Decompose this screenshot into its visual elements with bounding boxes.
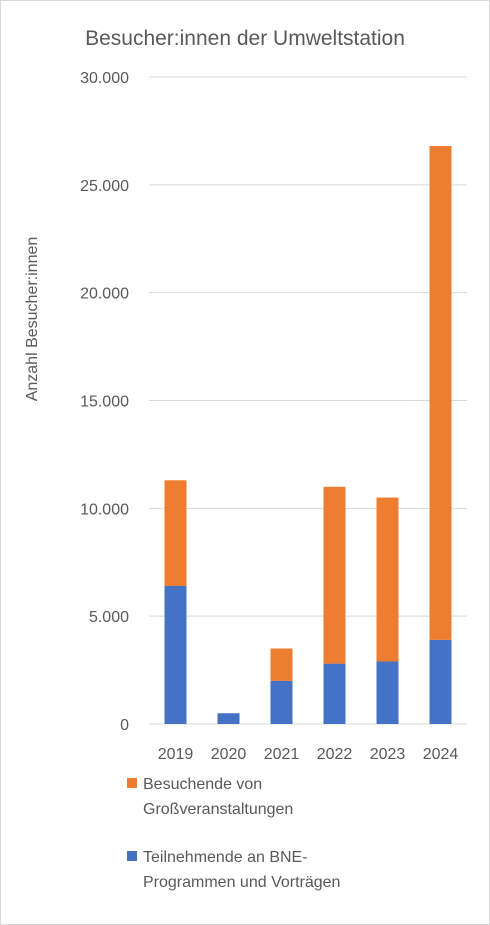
bar-bne-2020: [217, 713, 240, 724]
bar-bne-2024: [429, 639, 452, 724]
x-axis-ticks: 2019 2020 2021 2022 2023 2024: [158, 746, 459, 763]
gridlines: [149, 76, 467, 725]
legend-label-line: Programmen und Vorträgen: [143, 874, 340, 891]
bar-bne-2023: [376, 661, 399, 724]
bar-grossveranstaltungen-2023: [376, 497, 399, 662]
x-tick-label: 2022: [317, 746, 353, 763]
bar-bne-2022: [323, 663, 346, 724]
x-tick-label: 2021: [264, 746, 300, 763]
legend-swatch-grossveranstaltungen: [127, 778, 137, 788]
bar-grossveranstaltungen-2022: [323, 486, 346, 664]
y-tick-label: 30.000: [80, 70, 129, 87]
legend: Besuchende von Großveranstaltungen Teilneh…: [127, 776, 340, 891]
bar-grossveranstaltungen-2024: [429, 146, 452, 640]
bar-bne-2019: [164, 585, 187, 724]
bar-grossveranstaltungen-2021: [270, 648, 293, 681]
y-tick-label: 0: [120, 717, 129, 734]
legend-swatch-bne: [127, 851, 137, 861]
y-tick-label: 20.000: [80, 286, 129, 303]
legend-label-line: Besuchende von: [143, 776, 262, 793]
y-axis-ticks: 0 5.000 10.000 15.000 20.000 25.000 30.000: [80, 70, 129, 734]
x-tick-label: 2023: [370, 746, 406, 763]
x-tick-label: 2019: [158, 746, 194, 763]
legend-label-line: Großveranstaltungen: [143, 801, 293, 818]
chart-title: Besucher:innen der Umweltstation: [85, 27, 405, 50]
bars: [164, 146, 452, 724]
y-tick-label: 25.000: [80, 178, 129, 195]
y-tick-label: 10.000: [80, 501, 129, 518]
y-tick-label: 15.000: [80, 394, 129, 411]
y-tick-label: 5.000: [89, 609, 129, 626]
bar-grossveranstaltungen-2019: [164, 480, 187, 586]
y-axis-label: Anzahl Besucher:innen: [24, 237, 41, 402]
x-tick-label: 2020: [211, 746, 247, 763]
x-tick-label: 2024: [423, 746, 459, 763]
bar-bne-2021: [270, 680, 293, 724]
legend-label-line: Teilnehmende an BNE-: [143, 849, 308, 866]
